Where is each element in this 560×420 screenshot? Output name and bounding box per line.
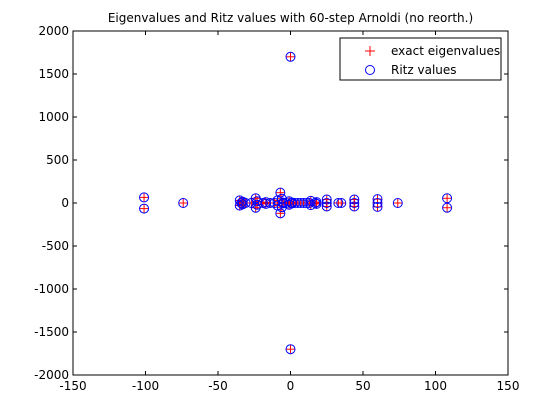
x-tick-label: 0 — [287, 379, 295, 393]
ritz-value-point — [442, 202, 453, 213]
ritz-value-point — [349, 201, 360, 212]
eigenvalue-point — [286, 52, 295, 62]
ritz-value-point — [349, 198, 360, 208]
x-tick-label: -100 — [132, 379, 159, 393]
ritz-value-point — [265, 198, 276, 208]
eigenvalue-point — [286, 344, 295, 354]
eigenvalue-point — [139, 192, 149, 202]
ritz-value-point — [285, 344, 296, 355]
ritz-value-point — [321, 198, 332, 208]
ritz-value-point — [336, 198, 347, 208]
eigenvalue-point — [442, 203, 452, 213]
axis-ticks — [72, 30, 509, 376]
eigenvalue-point — [442, 193, 452, 203]
ritz-value-point — [372, 194, 383, 205]
y-tick-label: 0 — [61, 196, 69, 210]
ritz-value-point — [372, 201, 383, 212]
x-tick-label: 50 — [355, 379, 370, 393]
ritz-value-point — [310, 198, 321, 208]
ritz-value-point — [349, 194, 360, 205]
legend-item-ritz-values: Ritz values — [365, 63, 457, 77]
ritz-value-point — [298, 198, 309, 208]
legend-label-ritz-values: Ritz values — [391, 63, 457, 77]
ritz-value-point — [392, 198, 403, 208]
ritz-value-point — [275, 208, 286, 219]
y-tick-label: -1500 — [34, 325, 69, 339]
ritz-value-point — [321, 201, 332, 212]
ritz-value-point — [178, 198, 189, 208]
ritz-value-point — [285, 51, 296, 62]
y-tick-label: 2000 — [38, 24, 69, 38]
legend: exact eigenvalues Ritz values — [339, 37, 502, 81]
eigenvalue-point — [275, 208, 285, 218]
ritz-value-point — [275, 187, 286, 198]
x-tick-label: 150 — [497, 379, 520, 393]
x-tick-label: -50 — [208, 379, 228, 393]
eigenvalue-point — [178, 198, 188, 208]
y-tick-label: 1500 — [38, 67, 69, 81]
y-tick-label: -2000 — [34, 368, 69, 382]
ritz-value-point — [321, 194, 332, 205]
y-tick-label: 1000 — [38, 110, 69, 124]
legend-item-exact-eigenvalues: exact eigenvalues — [365, 44, 500, 58]
y-tick-label: -500 — [42, 239, 69, 253]
x-tick-label: -150 — [59, 379, 86, 393]
eigenvalue-point — [393, 198, 403, 208]
ritz-value-point — [139, 192, 150, 203]
ritz-value-point — [333, 198, 344, 208]
ritz-value-point — [372, 198, 383, 208]
axis-tick-labels: -150 -100 -50 0 50 100 150-2000-1500-1000-5000… — [34, 24, 519, 393]
plus-marker-icon — [365, 46, 375, 56]
legend-label-exact-eigenvalues: exact eigenvalues — [391, 44, 500, 58]
y-tick-label: -1000 — [34, 282, 69, 296]
ritz-value-point — [240, 198, 251, 208]
eigenvalue-point — [275, 188, 285, 198]
ritz-value-point — [311, 198, 322, 209]
eigenvalue-point — [336, 198, 346, 208]
circle-marker-icon — [365, 65, 375, 75]
eigenvalue-point — [139, 204, 149, 214]
chart-title: Eigenvalues and Ritz values with 60-step… — [108, 11, 473, 25]
ritz-value-point — [139, 203, 150, 214]
x-tick-label: 100 — [424, 379, 447, 393]
data-marks — [139, 51, 453, 355]
y-tick-label: 500 — [46, 153, 69, 167]
ritz-value-point — [304, 198, 315, 208]
ritz-value-point — [236, 198, 247, 208]
